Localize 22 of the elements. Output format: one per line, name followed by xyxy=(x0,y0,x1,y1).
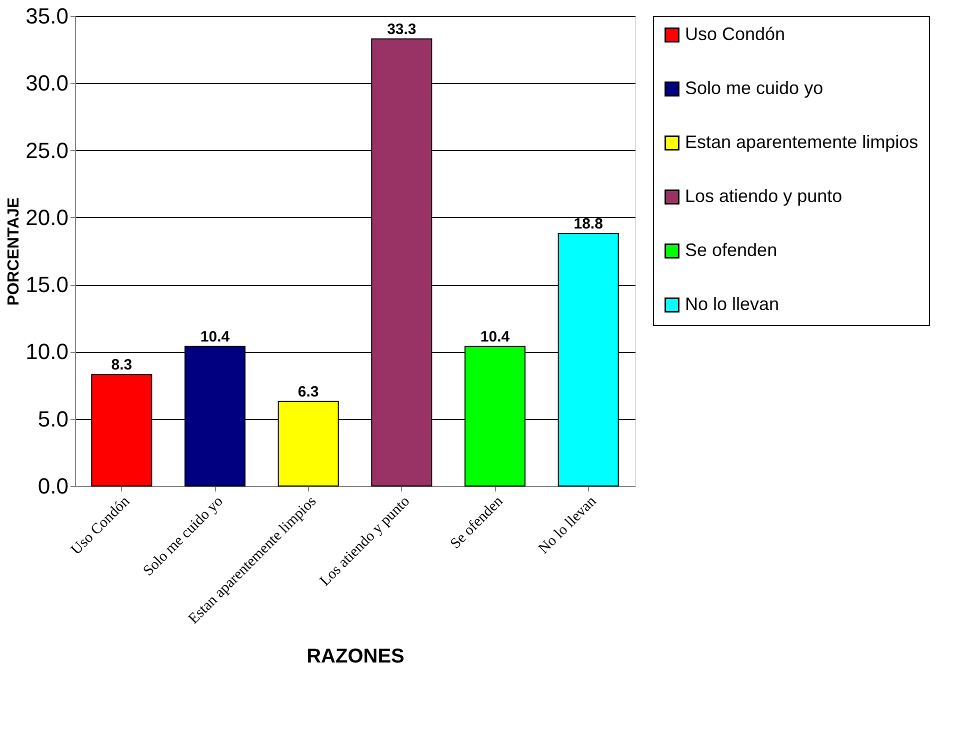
y-tick-label: 25.0 xyxy=(26,138,68,163)
legend-label: Estan aparentemente limpios xyxy=(685,132,918,152)
y-tick-label: 15.0 xyxy=(26,272,68,298)
data-label: 33.3 xyxy=(387,20,416,38)
y-tick-label: 20.0 xyxy=(26,204,68,230)
x-axis-title: RAZONES xyxy=(306,646,404,668)
legend-label: Solo me cuido yo xyxy=(685,78,824,98)
legend-label: Se ofenden xyxy=(685,240,778,260)
y-tick-label: 10.0 xyxy=(26,339,68,364)
y-tick-label: 5.0 xyxy=(38,406,68,432)
y-tick-label: 0.0 xyxy=(38,474,68,498)
data-label: 10.4 xyxy=(480,328,510,346)
data-label: 18.8 xyxy=(574,216,603,233)
legend-label: Los atiendo y punto xyxy=(685,186,842,206)
data-label: 6.3 xyxy=(298,383,319,400)
y-tick-label: 35.0 xyxy=(26,4,68,28)
y-axis-title: PORCENTAJE xyxy=(6,197,23,306)
legend-label: No lo llevan xyxy=(685,294,780,314)
data-label: 8.3 xyxy=(111,356,132,374)
data-label: 10.4 xyxy=(200,328,230,346)
legend-label: Uso Condón xyxy=(685,24,786,44)
y-tick-label: 30.0 xyxy=(26,70,68,96)
